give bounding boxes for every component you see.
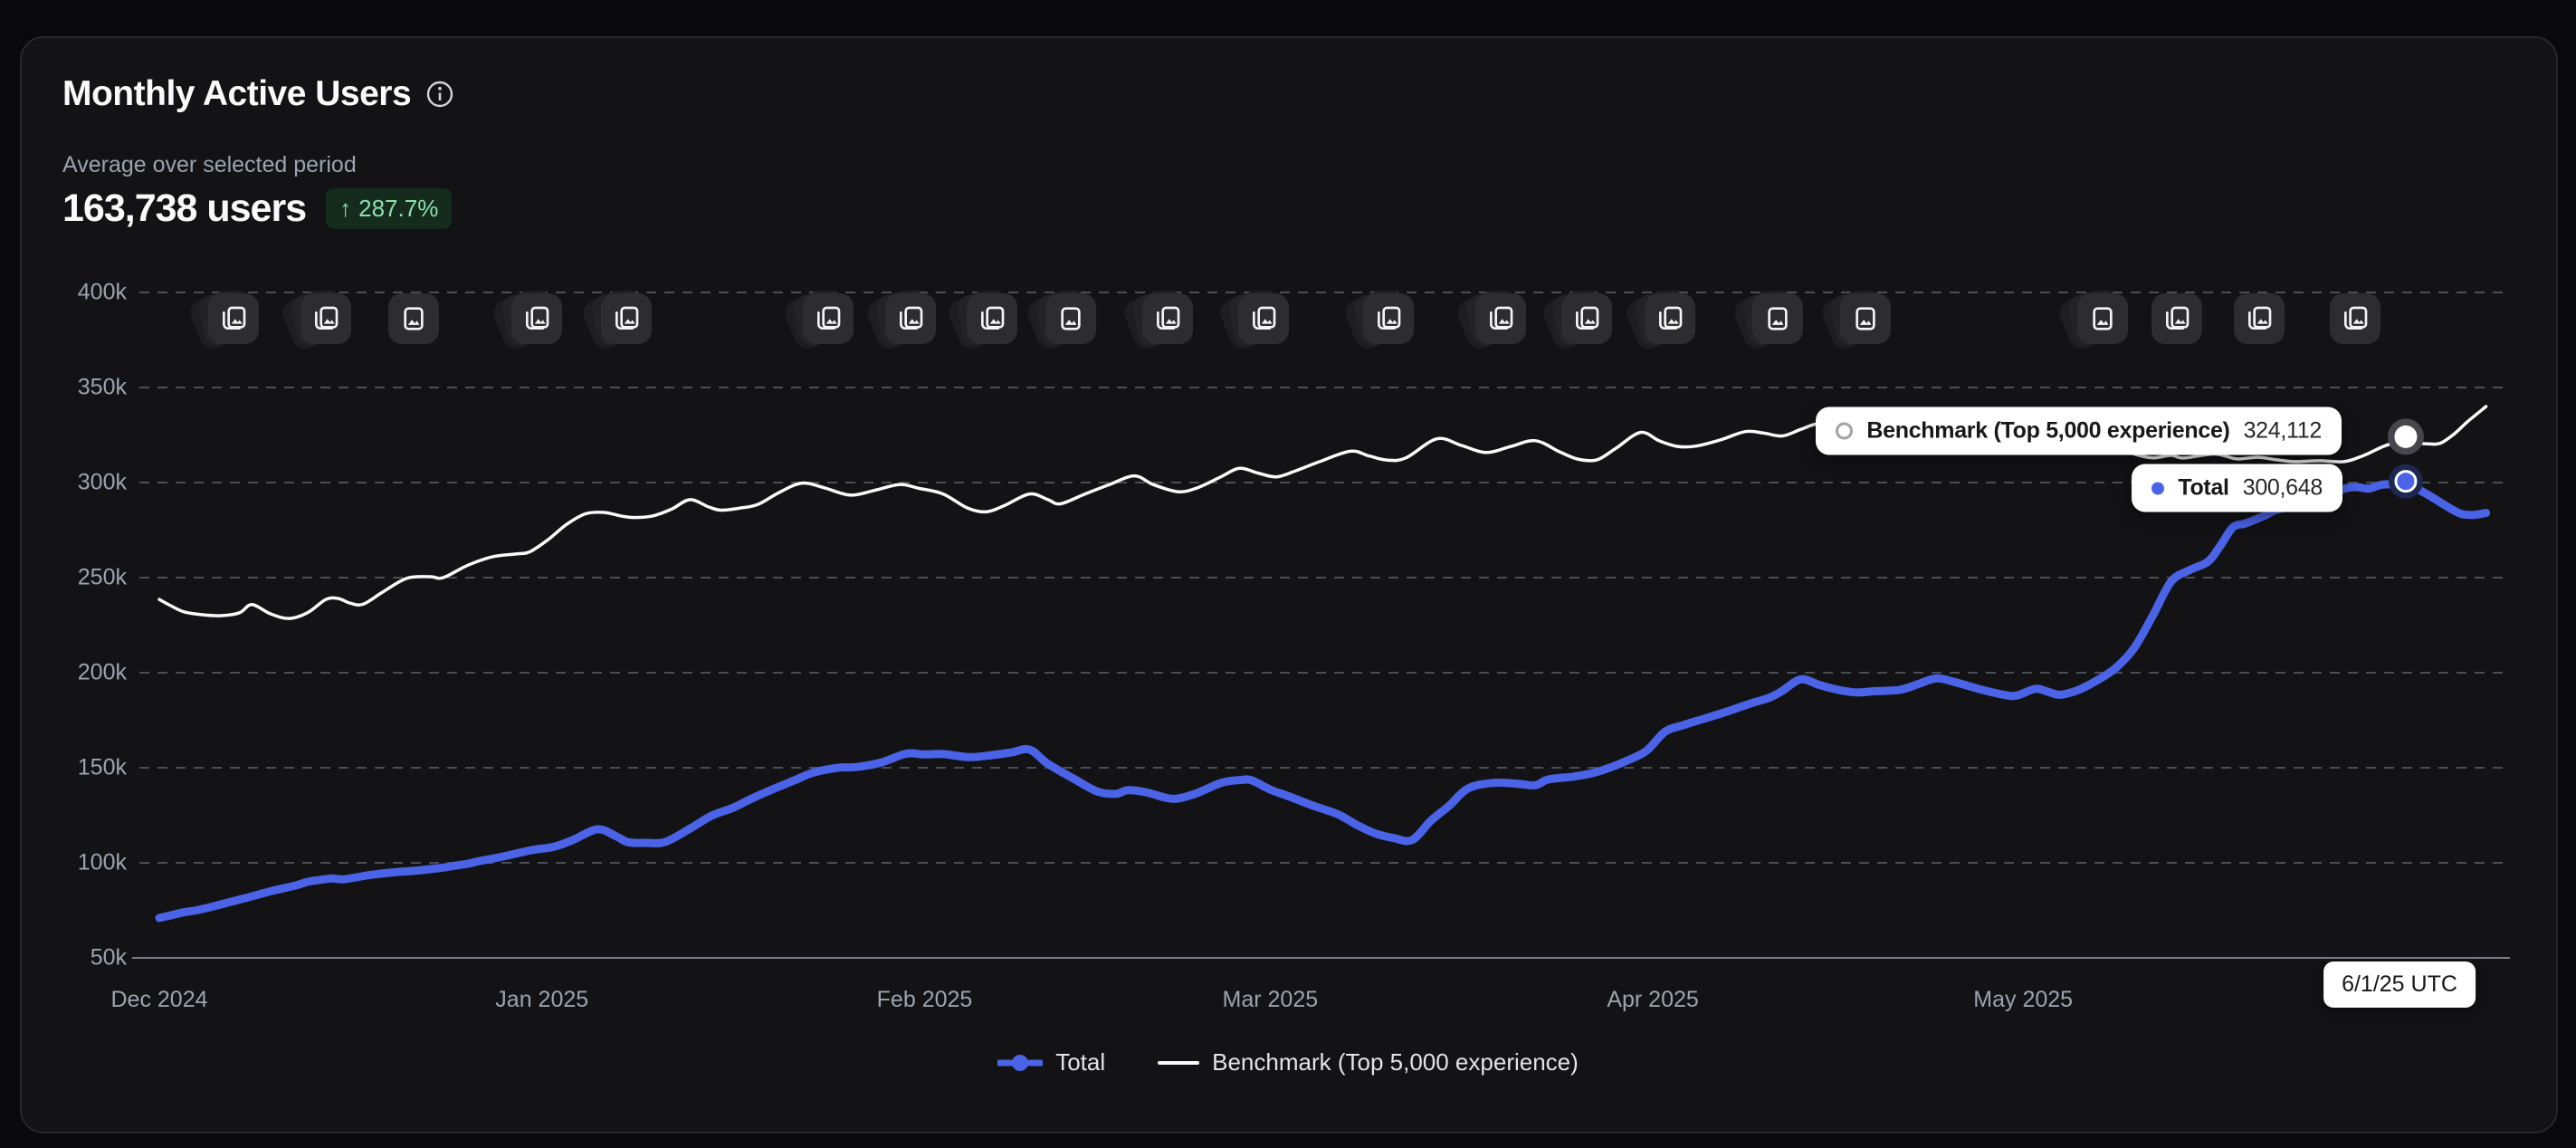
x-tick-dec-2024: Dec 2024 [110,987,208,1012]
hover-date-tooltip: 6/1/25 UTC [2323,961,2476,1008]
y-tick-100k: 100k [77,849,127,875]
event-marker-image-stack-icon-14[interactable] [1622,286,1695,353]
up-arrow-icon: ↑ [339,195,352,222]
legend-total-label: Total [1055,1048,1106,1076]
event-marker-image-stack-icon-0[interactable] [186,286,259,353]
event-marker-image-stack-icon-1[interactable] [278,286,351,353]
page-title: Monthly Active Users [62,74,454,114]
x-tick-feb-2025: Feb 2025 [876,987,973,1012]
event-marker-image-stack-icon-7[interactable] [944,286,1017,353]
event-marker-image-icon-2[interactable] [388,293,439,344]
event-marker-image-stack-icon-5[interactable] [780,286,854,353]
event-marker-image-stack-icon-13[interactable] [1539,286,1612,353]
y-tick-150k: 150k [77,754,127,780]
benchmark-tooltip-label: Benchmark (Top 5,000 experience) [1866,417,2230,444]
x-tick-mar-2025: Mar 2025 [1222,987,1319,1012]
event-marker-image-icon-8[interactable] [1023,286,1096,353]
total-bullet-icon [2151,482,2165,494]
benchmark-tooltip: Benchmark (Top 5,000 experience) 324,112 [1816,407,2342,455]
legend-benchmark-label: Benchmark (Top 5,000 experience) [1212,1048,1579,1076]
event-marker-image-stack-icon-11[interactable] [1340,286,1414,353]
event-marker-image-stack-icon-12[interactable] [1453,286,1526,353]
x-tick-apr-2025: Apr 2025 [1607,987,1699,1012]
benchmark-legend-marker-icon [1158,1060,1200,1065]
event-marker-image-icon-17[interactable] [2055,286,2128,353]
y-tick-400k: 400k [77,279,127,305]
legend-item-total[interactable]: Total [997,1048,1105,1076]
y-tick-200k: 200k [77,659,127,685]
kpi-value: 163,738 users [62,187,307,230]
event-marker-image-stack-icon-3[interactable] [489,286,562,353]
total-tooltip-label: Total [2178,474,2229,501]
chart-legend: Total Benchmark (Top 5,000 experience) [0,1048,2576,1076]
x-tick-jan-2025: Jan 2025 [495,987,589,1012]
total-legend-marker-icon [997,1054,1044,1071]
y-tick-300k: 300k [77,469,127,495]
y-tick-350k: 350k [77,374,127,400]
total-tooltip: Total 300,648 [2132,464,2342,512]
total-tooltip-value: 300,648 [2242,474,2323,501]
event-marker-image-icon-15[interactable] [1730,286,1803,353]
delta-value: 287.7% [358,195,439,222]
event-marker-image-stack-icon-20[interactable] [2330,293,2380,344]
subtitle: Average over selected period [62,152,357,177]
event-marker-image-icon-16[interactable] [1818,286,1891,353]
info-icon[interactable] [425,80,454,109]
event-marker-image-stack-icon-6[interactable] [863,286,936,353]
total-hover-dot [2394,470,2418,493]
delta-badge: ↑ 287.7% [326,188,453,229]
page-title-text: Monthly Active Users [62,74,412,113]
benchmark-tooltip-value: 324,112 [2243,417,2323,444]
y-tick-50k: 50k [90,944,127,971]
event-marker-image-stack-icon-10[interactable] [1216,286,1289,353]
event-marker-image-stack-icon-18[interactable] [2151,293,2202,344]
kpi-row: 163,738 users ↑ 287.7% [62,187,453,231]
event-marker-image-stack-icon-4[interactable] [578,286,652,353]
benchmark-bullet-icon [1836,422,1854,440]
benchmark-hover-dot [2394,425,2418,448]
y-tick-250k: 250k [77,564,127,590]
event-marker-image-stack-icon-9[interactable] [1120,286,1193,353]
event-marker-image-stack-icon-19[interactable] [2234,293,2285,344]
series-line-total [155,476,2491,923]
x-tick-may-2025: May 2025 [1973,987,2074,1012]
legend-item-benchmark[interactable]: Benchmark (Top 5,000 experience) [1158,1048,1579,1076]
